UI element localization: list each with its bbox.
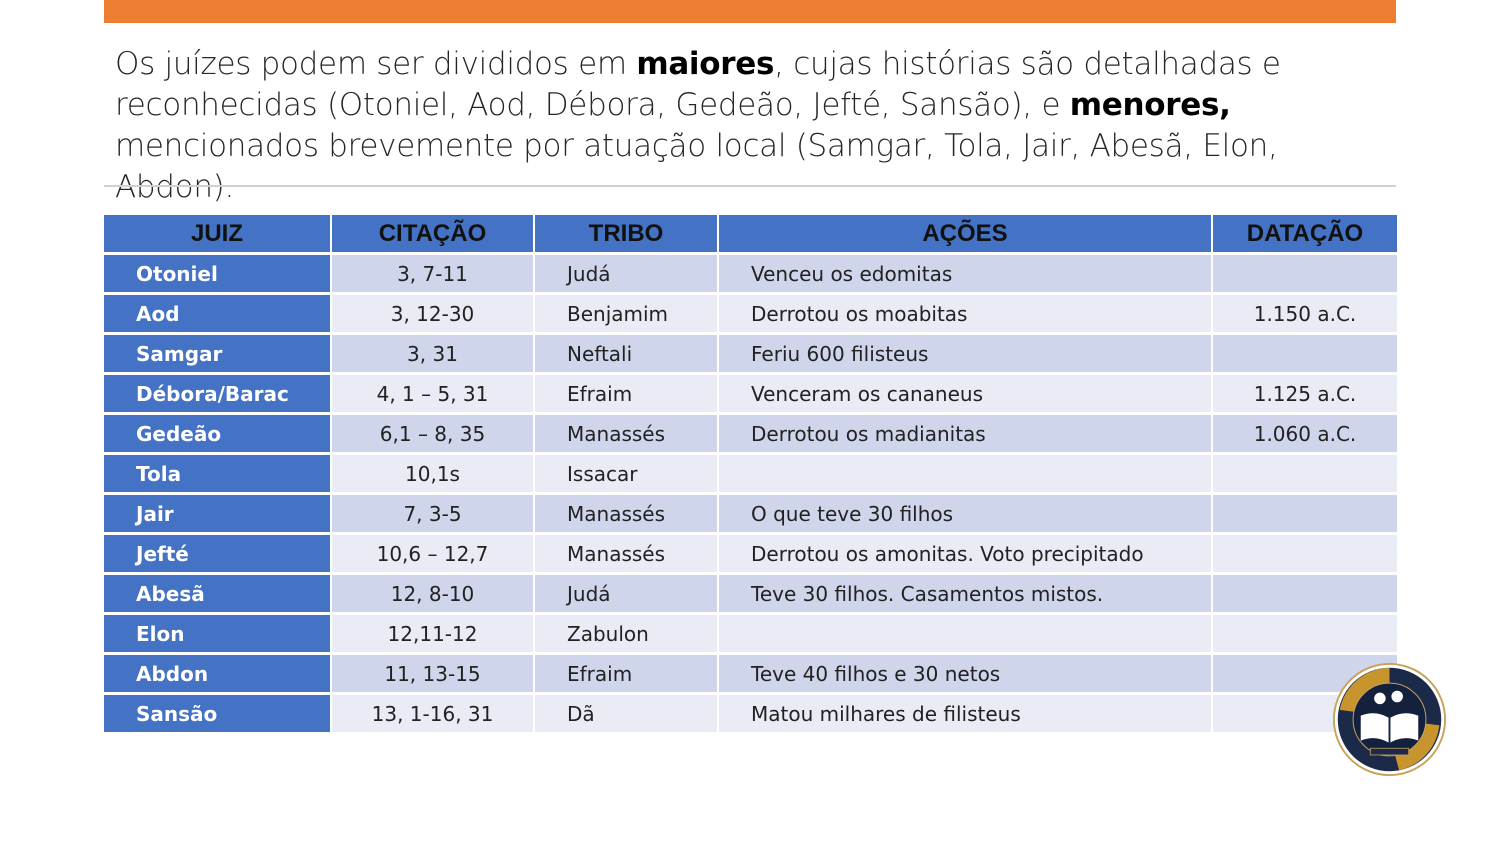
cell-juiz: Débora/Barac: [104, 375, 330, 412]
table-row: Abesã 12, 8-10 Judá Teve 30 filhos. Casamen…: [104, 575, 1397, 612]
cell-tribo: Neftali: [535, 335, 717, 372]
cell-acoes: Derrotou os moabitas: [719, 295, 1211, 332]
cell-acoes: Teve 40 filhos e 30 netos: [719, 655, 1211, 692]
cell-juiz: Aod: [104, 295, 330, 332]
cell-juiz: Tola: [104, 455, 330, 492]
cell-citacao: 7, 3-5: [332, 495, 533, 532]
cell-tribo: Judá: [535, 575, 717, 612]
intro-bold-maiores: maiores: [636, 46, 775, 82]
cell-tribo: Efraim: [535, 375, 717, 412]
cell-citacao: 10,6 – 12,7: [332, 535, 533, 572]
cell-tribo: Manassés: [535, 495, 717, 532]
column-header-citacao: CITAÇÃO: [332, 215, 533, 252]
cell-juiz: Jair: [104, 495, 330, 532]
cell-citacao: 13, 1-16, 31: [332, 695, 533, 732]
judges-table: JUIZ CITAÇÃO TRIBO AÇÕES DATAÇÃO Otoniel 3, 7…: [102, 212, 1399, 735]
intro-paragraph: Os juízes podem ser divididos em maiores…: [115, 44, 1405, 208]
table-row: Samgar 3, 31 Neftali Feriu 600 filisteus: [104, 335, 1397, 372]
cell-tribo: Manassés: [535, 415, 717, 452]
cell-tribo: Issacar: [535, 455, 717, 492]
intro-text: mencionados brevemente por atuação local…: [115, 128, 1278, 205]
cell-acoes: Matou milhares de filisteus: [719, 695, 1211, 732]
intro-text: Os juízes podem ser divididos em: [115, 46, 637, 82]
cell-juiz: Elon: [104, 615, 330, 652]
intro-text: , cujas histórias são detalhadas e recon…: [115, 46, 1281, 123]
column-header-datacao: DATAÇÃO: [1213, 215, 1397, 252]
cell-citacao: 12, 8-10: [332, 575, 533, 612]
cell-tribo: Manassés: [535, 535, 717, 572]
table-row: Sansão 13, 1-16, 31 Dã Matou milhares de fi…: [104, 695, 1397, 732]
cell-tribo: Dã: [535, 695, 717, 732]
table-row: Gedeão 6,1 – 8, 35 Manassés Derrotou os mad…: [104, 415, 1397, 452]
table-row: Débora/Barac 4, 1 – 5, 31 Efraim Venceram o…: [104, 375, 1397, 412]
cell-citacao: 12,11-12: [332, 615, 533, 652]
cell-citacao: 3, 31: [332, 335, 533, 372]
table-row: Elon 12,11-12 Zabulon: [104, 615, 1397, 652]
cell-juiz: Samgar: [104, 335, 330, 372]
cell-tribo: Benjamim: [535, 295, 717, 332]
cell-acoes: Venceu os edomitas: [719, 255, 1211, 292]
cell-juiz: Abesã: [104, 575, 330, 612]
cell-datacao: [1213, 255, 1397, 292]
table-row: Jefté 10,6 – 12,7 Manassés Derrotou os amon…: [104, 535, 1397, 572]
table-row: Tola 10,1s Issacar: [104, 455, 1397, 492]
cell-juiz: Abdon: [104, 655, 330, 692]
cell-acoes: Derrotou os madianitas: [719, 415, 1211, 452]
cell-acoes: Venceram os cananeus: [719, 375, 1211, 412]
cell-datacao: [1213, 615, 1397, 652]
cell-datacao: [1213, 575, 1397, 612]
cell-datacao: 1.150 a.C.: [1213, 295, 1397, 332]
cell-acoes: Teve 30 filhos. Casamentos mistos.: [719, 575, 1211, 612]
cell-acoes: O que teve 30 filhos: [719, 495, 1211, 532]
cell-juiz: Gedeão: [104, 415, 330, 452]
cell-acoes: [719, 615, 1211, 652]
table-row: Aod 3, 12-30 Benjamim Derrotou os moabitas 1…: [104, 295, 1397, 332]
cell-citacao: 10,1s: [332, 455, 533, 492]
table-row: Otoniel 3, 7-11 Judá Venceu os edomitas: [104, 255, 1397, 292]
cell-acoes: Derrotou os amonitas. Voto precipitado: [719, 535, 1211, 572]
cell-citacao: 3, 12-30: [332, 295, 533, 332]
column-header-juiz: JUIZ: [104, 215, 330, 252]
accent-bar: [104, 0, 1396, 23]
cell-tribo: Efraim: [535, 655, 717, 692]
cell-tribo: Zabulon: [535, 615, 717, 652]
cell-juiz: Sansão: [104, 695, 330, 732]
cell-datacao: [1213, 335, 1397, 372]
cell-datacao: 1.125 a.C.: [1213, 375, 1397, 412]
divider: [104, 185, 1396, 187]
column-header-tribo: TRIBO: [535, 215, 717, 252]
cell-juiz: Otoniel: [104, 255, 330, 292]
table-row: Jair 7, 3-5 Manassés O que teve 30 filhos: [104, 495, 1397, 532]
theophilus-logo: [1332, 662, 1447, 777]
intro-bold-menores: menores,: [1069, 87, 1231, 123]
column-header-acoes: AÇÕES: [719, 215, 1211, 252]
cell-juiz: Jefté: [104, 535, 330, 572]
cell-acoes: [719, 455, 1211, 492]
cell-datacao: [1213, 535, 1397, 572]
cell-tribo: Judá: [535, 255, 717, 292]
cell-acoes: Feriu 600 filisteus: [719, 335, 1211, 372]
cell-citacao: 3, 7-11: [332, 255, 533, 292]
cell-citacao: 6,1 – 8, 35: [332, 415, 533, 452]
cell-datacao: [1213, 495, 1397, 532]
table-header-row: JUIZ CITAÇÃO TRIBO AÇÕES DATAÇÃO: [104, 215, 1397, 252]
cell-datacao: 1.060 a.C.: [1213, 415, 1397, 452]
table-row: Abdon 11, 13-15 Efraim Teve 40 filhos e 30 …: [104, 655, 1397, 692]
cell-citacao: 11, 13-15: [332, 655, 533, 692]
cell-datacao: [1213, 455, 1397, 492]
cell-citacao: 4, 1 – 5, 31: [332, 375, 533, 412]
